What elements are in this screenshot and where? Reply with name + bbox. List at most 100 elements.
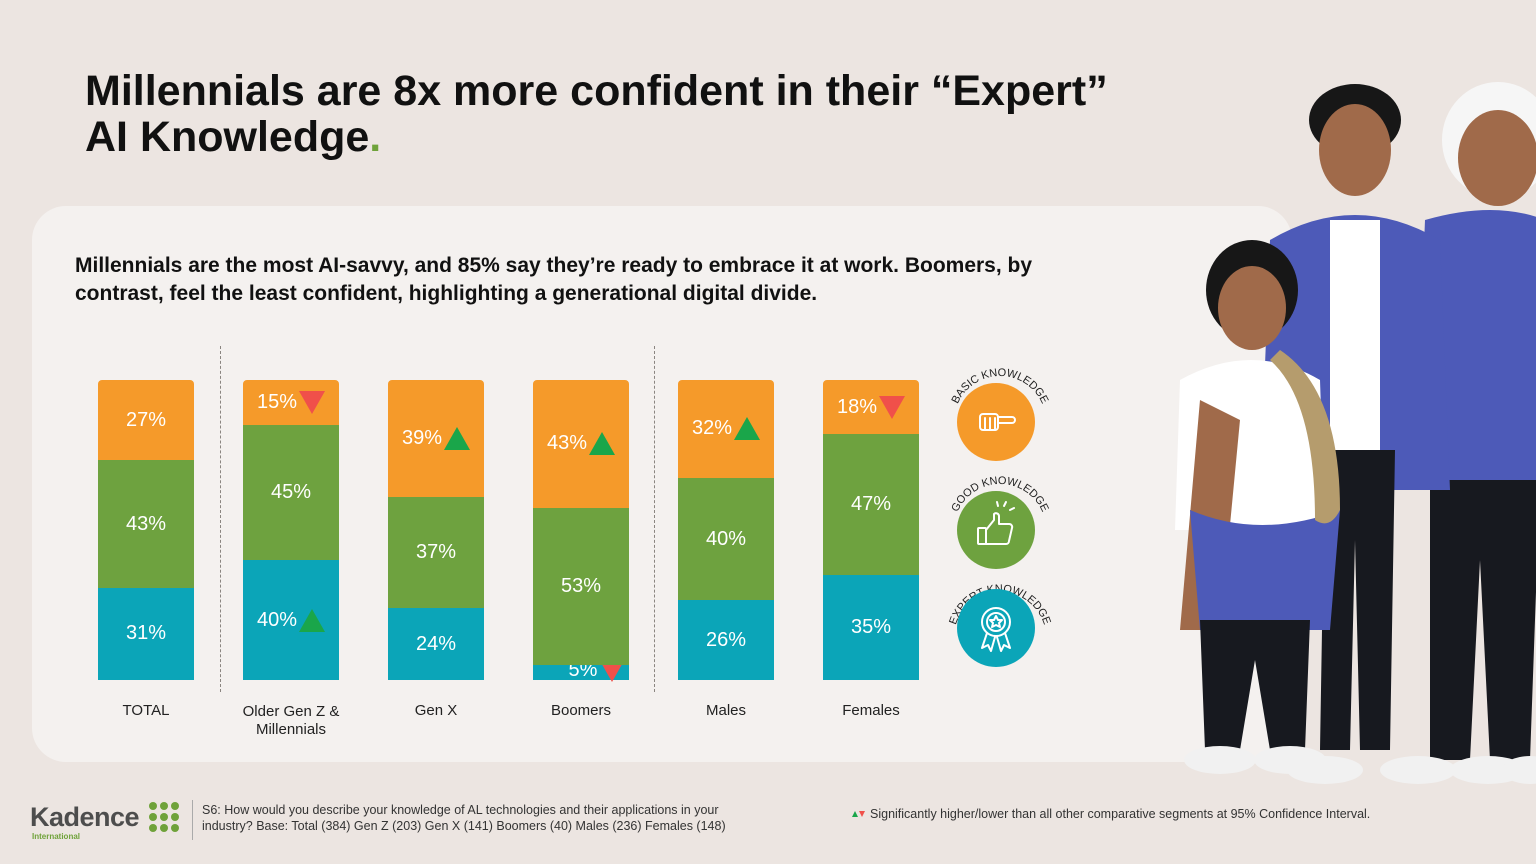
- survey-footnote: S6: How would you describe your knowledg…: [202, 802, 822, 834]
- category-label: Males: [651, 702, 801, 720]
- data-label: 43%: [546, 432, 616, 456]
- significance-down-icon: [879, 395, 906, 419]
- bar-segment-good: 43%: [98, 460, 194, 588]
- footnote-line-2: industry? Base: Total (384) Gen Z (203) …: [202, 819, 726, 833]
- logo-subtext: International: [32, 832, 81, 841]
- subtitle-line-2: contrast, feel the least confident, high…: [75, 282, 818, 305]
- data-label-text: 53%: [560, 574, 602, 597]
- data-label: 37%: [416, 541, 456, 564]
- thumbs-up-icon: [977, 501, 1015, 545]
- title-line-2-text: AI Knowledge: [85, 113, 370, 161]
- legend-basic-svg: BASIC KNOWLEDGE: [949, 367, 1051, 461]
- footnote-line-1: S6: How would you describe your knowledg…: [202, 803, 719, 817]
- data-label: 15%: [256, 391, 326, 414]
- logo-dots-icon: [149, 802, 179, 832]
- data-label-text: 39%: [401, 427, 443, 449]
- legend-expert-knowledge: EXPERT KNOWLEDGE: [940, 578, 1060, 698]
- group-divider-1: [220, 346, 221, 692]
- subtitle: Millennials are the most AI-savvy, and 8…: [75, 252, 1185, 308]
- significance-up-icon: [734, 417, 761, 441]
- data-label-text: 18%: [836, 395, 878, 418]
- data-label-text: 40%: [705, 527, 747, 550]
- category-label-line: Gen X: [414, 702, 458, 719]
- bar-segment-expert: 24%: [388, 608, 484, 680]
- title-line-2: AI Knowledge.: [85, 114, 1265, 160]
- bar-segment-expert: 26%: [678, 600, 774, 680]
- subtitle-line-1: Millennials are the most AI-savvy, and 8…: [75, 254, 1033, 277]
- significance-up-icon: [589, 432, 616, 456]
- category-label: Gen X: [361, 702, 511, 720]
- bar-segment-good: 47%: [823, 434, 919, 575]
- bar-segment-basic: 39%: [388, 380, 484, 497]
- legend-good-knowledge: GOOD KNOWLEDGE: [940, 470, 1060, 590]
- bar-segment-expert: 35%: [823, 575, 919, 680]
- data-label-text: 32%: [691, 417, 733, 440]
- data-label-text: 43%: [546, 432, 588, 455]
- bar-segment-good: 37%: [388, 497, 484, 608]
- data-label-text: 40%: [256, 608, 298, 631]
- title-line-1: Millennials are 8x more confident in the…: [85, 67, 1108, 115]
- sig-up-icon: [852, 811, 858, 817]
- bar-segment-expert: 40%: [243, 560, 339, 680]
- data-label: 47%: [851, 493, 891, 516]
- category-label-line: Older Gen Z &: [242, 703, 340, 720]
- data-label-text: 43%: [125, 512, 167, 535]
- pointing-hand-icon: [979, 413, 1016, 431]
- bar-segment-good: 53%: [533, 507, 629, 666]
- data-label-text: 31%: [125, 622, 167, 645]
- legend-good-swatch: [957, 491, 1035, 569]
- award-ribbon-icon: [981, 607, 1011, 652]
- data-label: 40%: [256, 608, 326, 632]
- data-label-text: 15%: [256, 391, 298, 413]
- significance-note: Significantly higher/lower than all othe…: [852, 807, 1370, 821]
- category-label-line: Females: [842, 702, 900, 719]
- data-label: 40%: [706, 528, 746, 551]
- data-label: 31%: [126, 622, 166, 645]
- people-illustration: [1175, 82, 1536, 784]
- significance-up-icon: [444, 427, 471, 450]
- data-label-text: 35%: [850, 616, 892, 638]
- sig-down-icon: [859, 811, 865, 817]
- category-label: Females: [796, 702, 946, 720]
- bar-1: 40% 45% 15%: [243, 380, 339, 680]
- category-label: Older Gen Z & Millennials: [216, 703, 366, 739]
- data-label-text: 26%: [705, 628, 747, 651]
- bar-segment-expert: 31%: [98, 587, 194, 680]
- legend-expert-swatch: [957, 589, 1035, 667]
- data-label-text: 47%: [850, 493, 892, 515]
- kadence-logo: Kadence International: [30, 800, 190, 844]
- data-label: 53%: [561, 575, 601, 598]
- data-label: 43%: [126, 513, 166, 536]
- page-title: Millennials are 8x more confident in the…: [85, 68, 1265, 160]
- data-label: 24%: [416, 633, 456, 656]
- data-label: 45%: [271, 481, 311, 504]
- data-label: 35%: [851, 616, 891, 639]
- bar-segment-basic: 15%: [243, 380, 339, 425]
- bar-0: 31% 43% 27%: [98, 380, 194, 680]
- data-label: 27%: [126, 409, 166, 432]
- data-label: 18%: [836, 395, 906, 419]
- bar-3: 5% 53% 43%: [533, 380, 629, 682]
- data-label-text: 27%: [125, 408, 167, 431]
- significance-down-icon: [299, 391, 326, 414]
- bar-segment-basic: 32%: [678, 380, 774, 478]
- category-label-line: Boomers: [550, 702, 612, 719]
- logo-wordmark: Kadence: [30, 802, 140, 832]
- data-label: 26%: [706, 629, 746, 652]
- bar-4: 26% 40% 32%: [678, 380, 774, 680]
- bar-segment-expert: 5%: [533, 658, 629, 682]
- bar-segment-good: 45%: [243, 425, 339, 560]
- bar-segment-basic: 27%: [98, 380, 194, 461]
- bar-2: 24% 37% 39%: [388, 380, 484, 680]
- data-label-text: 24%: [415, 632, 457, 655]
- significance-text: Significantly higher/lower than all othe…: [870, 807, 1371, 821]
- young-person-figure: [1175, 240, 1340, 774]
- legend-basic-knowledge: BASIC KNOWLEDGE: [940, 362, 1060, 482]
- data-label: 39%: [401, 427, 471, 450]
- data-label-text: 45%: [270, 481, 312, 503]
- data-label: 32%: [691, 417, 761, 441]
- footer-separator: [192, 800, 193, 840]
- bar-segment-basic: 18%: [823, 380, 919, 434]
- bar-5: 35% 47% 18%: [823, 380, 919, 680]
- category-label-line: Males: [705, 702, 746, 719]
